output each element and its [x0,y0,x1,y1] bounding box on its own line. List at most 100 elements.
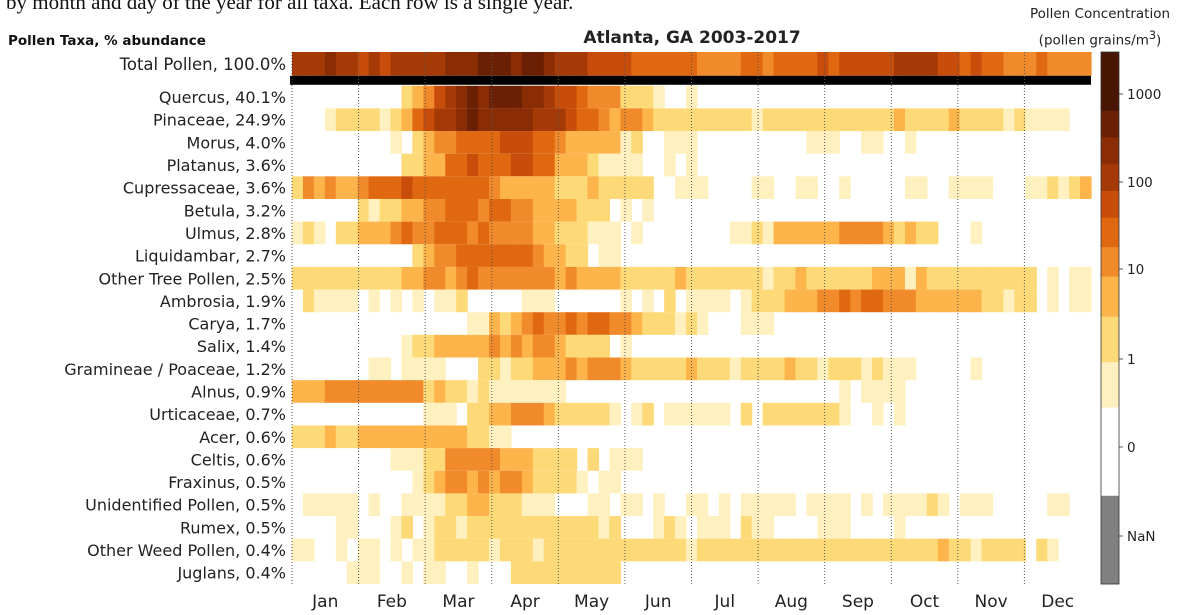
heat-cell-total [510,52,523,76]
heat-cell-row12 [620,334,632,358]
heat-cell-row19 [828,493,840,517]
colorbar-segment [1101,137,1119,165]
heat-cell-row16 [292,425,304,449]
heat-cell-row21 [423,538,435,562]
colorbar-segment [1101,52,1119,112]
heat-cell-row15 [423,402,435,426]
heat-cell-row11 [467,312,479,335]
heat-cell-row13 [904,357,917,381]
colorbar-unit: (pollen grains/m [1038,32,1149,49]
heat-cell-row7 [357,221,370,245]
heat-cell-row9 [773,266,786,290]
heat-cell-row9 [620,266,632,290]
heat-cell-row3 [861,131,873,154]
heat-cell-row20 [828,516,840,539]
colorbar-title: Pollen Concentration (pollen grains/m3) [1000,4,1200,52]
heat-cell-row6 [554,198,567,222]
heat-cell-row14 [313,380,326,403]
heat-cell-row22 [576,561,589,584]
heat-cell-row3 [565,131,578,154]
heat-cell-row7 [521,221,534,245]
heat-cell-row10 [762,289,775,313]
heat-cell-row19 [456,493,468,517]
heat-cell-row7 [828,221,840,245]
heat-cell-row6 [499,198,512,222]
heat-cell-row14 [499,380,512,403]
heat-cell-row9 [707,266,720,290]
heat-cell-row18 [412,470,424,494]
heat-cell-total [1003,52,1015,76]
row-label: Cupressaceae, 3.6% [123,179,286,198]
heat-cell-row9 [948,266,961,290]
heat-cell-total [784,52,797,76]
heat-cell-row21 [664,538,676,562]
heat-cell-row1 [565,85,578,109]
heat-cell-row1 [521,85,534,109]
heat-cell-row13 [762,357,775,381]
heat-cell-row2 [324,108,337,132]
heat-cell-row8 [521,244,534,267]
heat-cell-row10 [850,289,862,313]
heat-cell-row7 [817,221,829,245]
heat-cell-row2 [762,108,775,132]
heat-cell-row14 [839,380,851,403]
heat-cell-row11 [521,312,534,335]
heat-cell-row2 [893,108,906,132]
heat-cell-row16 [335,425,348,449]
heat-cell-row19 [893,493,906,517]
heat-cell-row10 [412,289,424,313]
row-label: Other Weed Pollen, 0.4% [87,541,286,560]
heat-cell-row14 [412,380,424,403]
heat-cell-row2 [1036,108,1048,132]
heat-cell-row5 [587,176,600,199]
heat-cell-total [926,52,939,76]
row-label: Total Pollen, 100.0% [119,55,286,74]
heat-cell-row9 [751,266,764,290]
heat-cell-row11 [565,312,578,335]
heat-cell-row10 [872,289,884,313]
heat-cell-row1 [434,85,446,109]
heat-cell-row13 [883,357,895,381]
heat-cell-row7 [795,221,808,245]
heat-cell-row9 [445,266,457,290]
heat-cell-row7 [489,221,501,245]
heat-cell-row13 [401,357,413,381]
heat-cell-row9 [653,266,665,290]
heat-cell-total [806,52,818,76]
heat-cell-row5 [390,176,403,199]
heat-cell-row19 [981,493,994,517]
heat-cell-row9 [598,266,611,290]
heat-cell-total [686,52,698,76]
row-label: Ambrosia, 1.9% [160,292,286,311]
heat-cell-row10 [313,289,326,313]
heat-cell-total [346,52,359,76]
heat-cell-row17 [543,448,556,471]
heat-cell-row15 [664,402,676,426]
heat-cell-row18 [445,470,457,494]
heat-cell-row11 [554,312,567,335]
heat-cell-row10 [970,289,983,313]
heat-cell-row5 [478,176,490,199]
heat-cell-row5 [696,176,709,199]
heat-cell-row9 [718,266,731,290]
month-tick-label: Apr [510,592,539,612]
heat-cell-row10 [773,289,786,313]
heat-cell-row15 [718,402,731,426]
heat-cell-row14 [292,380,304,403]
heat-cell-row9 [401,266,413,290]
heat-cell-row9 [828,266,840,290]
heat-cell-row19 [1047,493,1059,517]
heat-cell-row21 [915,538,928,562]
heat-cell-row10 [532,289,545,313]
heat-cell-row9 [499,266,512,290]
heat-cell-row2 [664,108,676,132]
heat-cell-total [313,52,326,76]
heat-cell-row19 [478,493,490,517]
heat-cell-row9 [1080,266,1092,290]
heat-cell-row21 [412,538,424,562]
heat-cell-row10 [904,289,917,313]
heat-cell-row2 [915,108,928,132]
row-label: Urticaceae, 0.7% [149,405,286,424]
heat-cell-row21 [850,538,862,562]
